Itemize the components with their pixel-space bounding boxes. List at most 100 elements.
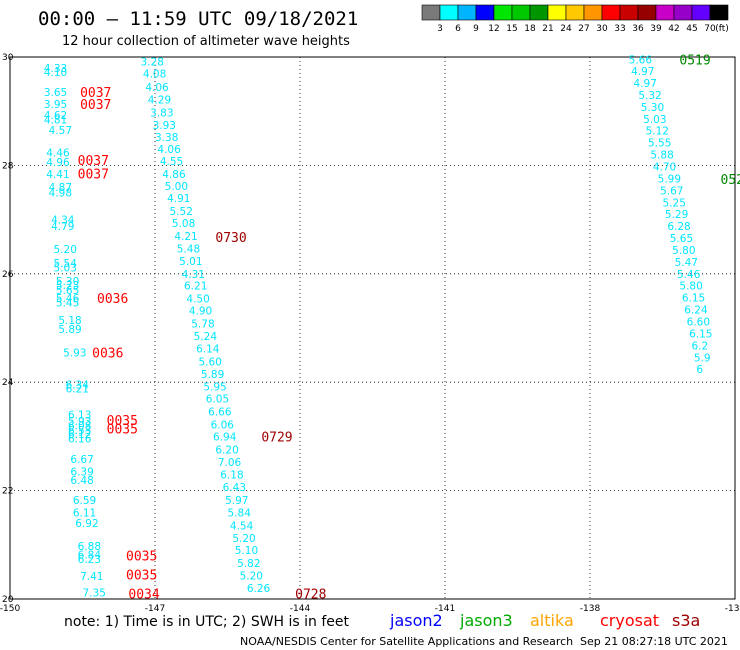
wave-height-point: 6.34 [66, 379, 90, 391]
wave-height-point: 3.95 [44, 99, 67, 111]
wave-height-point: 5.66 [629, 55, 653, 67]
wave-height-point: 5.54 [54, 258, 78, 270]
colorbar-label: 45 [686, 24, 697, 34]
colorbar-label: 3 [437, 24, 443, 34]
colorbar-label: 24 [560, 24, 572, 34]
pass-time-label: 0035 [107, 414, 138, 429]
wave-height-point: 6.18 [220, 469, 243, 481]
wave-height-point: 5.20 [240, 571, 263, 583]
colorbar-swatch [439, 4, 459, 21]
x-tick-label: -150 [0, 604, 20, 614]
colorbar-swatch [691, 4, 711, 21]
wave-height-point: 3.38 [155, 132, 178, 144]
wave-height-point: 5.82 [237, 558, 260, 570]
wave-height-point: 4.08 [143, 68, 166, 80]
wave-height-point: 4.41 [46, 169, 69, 181]
satellite-legend-item: altika [530, 611, 574, 630]
wave-height-point: 4.29 [148, 94, 171, 106]
wave-height-point: 6.53 [68, 425, 91, 437]
colorbar-label: 9 [473, 24, 479, 34]
wave-height-point: 4.62 [44, 110, 67, 122]
colorbar-label: 12 [488, 24, 499, 34]
wave-height-point: 6.28 [667, 221, 690, 233]
wave-height-point: 5.9 [694, 352, 711, 364]
colorbar-label: 21 [542, 24, 553, 34]
wave-height-point: 5.48 [177, 243, 200, 255]
wave-height-point: 4.97 [631, 66, 654, 78]
wave-height-point: 6.67 [70, 454, 93, 466]
pass-time-label: 0036 [97, 292, 128, 307]
wave-height-point: 6.94 [213, 431, 237, 443]
colorbar-swatch [673, 4, 693, 21]
wave-height-point: 4.50 [186, 294, 209, 306]
footer-note: note: 1) Time is in UTC; 2) SWH is in fe… [64, 614, 350, 630]
wave-height-point: 5.03 [54, 262, 77, 274]
wave-height-point: 4.06 [157, 144, 181, 156]
wave-height-point: 4.34 [51, 215, 75, 227]
colorbar: 3 6 9 12 15 18 21 24 27 30 33 36 39 42 45 70 (ft) [421, 4, 729, 34]
wave-height-point: 6.23 [78, 554, 101, 566]
wave-height-point: 6.21 [66, 384, 89, 396]
wave-height-point: 6.21 [184, 281, 207, 293]
wave-height-point: 4.55 [160, 156, 183, 168]
pass-time-label: 0520 [721, 173, 740, 188]
wave-height-point: 5.84 [228, 507, 252, 519]
wave-height-point: 4.70 [653, 161, 676, 173]
satellite-legend-item: s3a [672, 611, 700, 630]
wave-height-point: 6.2 [692, 340, 709, 352]
wave-height-point: 6.84 [78, 550, 102, 562]
wave-height-point: 6.14 [196, 344, 220, 356]
pass-time-label: 0519 [679, 54, 710, 69]
wave-height-point: 5.12 [646, 126, 669, 138]
colorbar-swatch [493, 4, 513, 21]
wave-height-point: 5.30 [641, 102, 664, 114]
wave-height-point: 6.20 [215, 444, 238, 456]
wave-height-point: 4.10 [44, 67, 67, 79]
x-tick-label: -135 [725, 604, 740, 614]
wave-height-point: 5.23 [56, 280, 79, 292]
wave-height-point: 5.20 [54, 244, 77, 256]
wave-height-point: 4.33 [44, 63, 67, 75]
wave-height-point: 5.45 [56, 298, 79, 310]
wave-height-point: 5.32 [638, 90, 661, 102]
wave-height-point: 4.21 [174, 231, 197, 243]
series-group: 5.664.974.975.325.305.035.125.555.884.70… [629, 55, 713, 376]
colorbar-label: 6 [455, 24, 461, 34]
colorbar-swatch [655, 4, 675, 21]
wave-height-point: 5.46 [56, 293, 80, 305]
pass-time-label: 0035 [107, 422, 138, 437]
wave-height-point: 5.46 [677, 269, 701, 281]
satellite-legend-item: jason2 [389, 611, 443, 630]
satellite-legend: jason2 jason3 altika cryosat s3a [389, 611, 700, 630]
pass-time-label: 0729 [261, 430, 292, 445]
wave-height-point: 4.46 [46, 147, 70, 159]
wave-height-point: 5.52 [170, 206, 193, 218]
colorbar-swatch [457, 4, 477, 21]
chart-title: 00:00 – 11:59 UTC 09/18/2021 [38, 8, 358, 30]
wave-height-point: 6.16 [68, 434, 92, 446]
y-tick-label: 28 [2, 161, 14, 171]
colorbar-swatch [475, 4, 495, 21]
wave-height-point: 6.15 [689, 328, 712, 340]
footer: note: 1) Time is in UTC; 2) SWH is in fe… [64, 611, 728, 648]
y-tick-label: 24 [2, 378, 14, 388]
wave-height-point: 5.10 [235, 545, 258, 557]
wave-height-point: 4.86 [162, 169, 186, 181]
wave-height-point: 5.93 [63, 347, 86, 359]
colorbar-swatch [511, 4, 531, 21]
wave-height-point: 6.88 [78, 541, 101, 553]
wave-height-point: 6.66 [208, 406, 232, 418]
colorbar-label: 39 [650, 24, 662, 34]
pass-time-label: 0037 [78, 168, 109, 183]
wave-height-point: 6.08 [68, 421, 91, 433]
footer-timestamp: Sep 21 08:27:18 UTC 2021 [580, 635, 728, 648]
wave-height-point: 5.03 [643, 114, 666, 126]
y-tick-label: 22 [2, 487, 13, 497]
y-tick-label: 30 [2, 53, 14, 63]
wave-height-point: 5.80 [672, 245, 695, 257]
wave-height-point: 6.26 [247, 583, 271, 595]
wave-height-point: 4.31 [182, 269, 205, 281]
wave-height-point: 5.30 [56, 276, 79, 288]
plot-area: -150 -147 -144 -141 -138 -135 30 28 26 24 22 20 4.33… [0, 53, 740, 614]
wave-height-point: 4.57 [49, 125, 72, 137]
